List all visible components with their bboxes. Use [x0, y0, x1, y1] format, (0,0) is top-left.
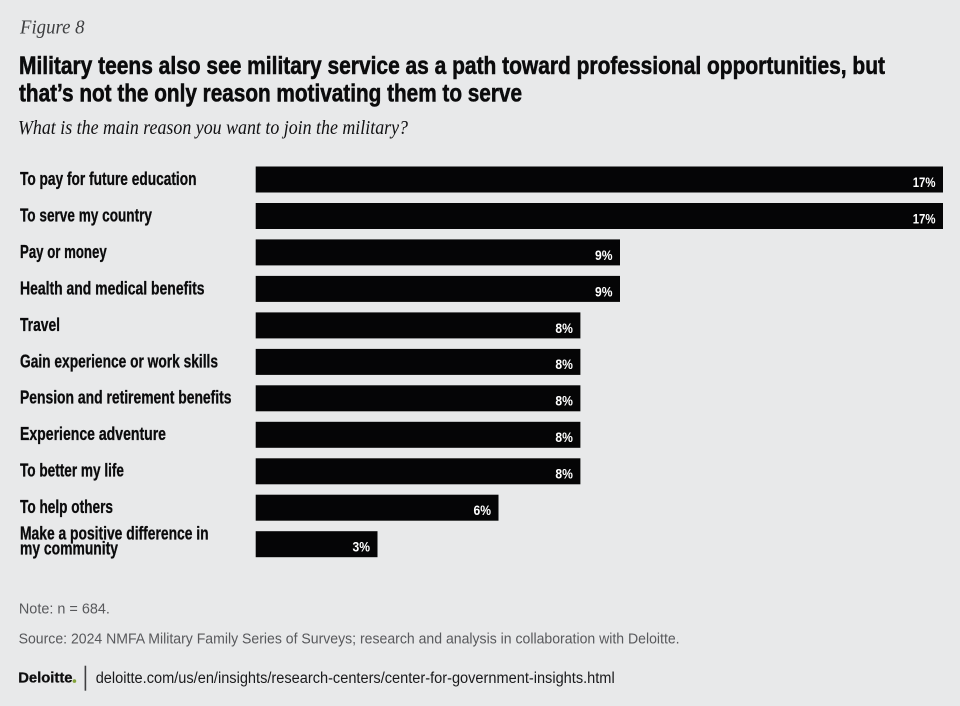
svg-text:8%: 8%	[555, 430, 573, 445]
svg-text:Gain experience or work skills: Gain experience or work skills	[20, 351, 218, 371]
svg-text:Health and medical benefits: Health and medical benefits	[20, 278, 205, 298]
svg-text:Source: 2024 NMFA Military Fam: Source: 2024 NMFA Military Family Series…	[19, 630, 680, 647]
svg-text:To better my life: To better my life	[20, 461, 124, 481]
svg-text:3%: 3%	[353, 540, 371, 555]
svg-text:Pay or money: Pay or money	[20, 242, 107, 262]
svg-text:Note: n = 684.: Note: n = 684.	[19, 600, 110, 617]
svg-text:deloitte.com/us/en/insights/re: deloitte.com/us/en/insights/research-cen…	[96, 670, 615, 687]
svg-text:To serve my country: To serve my country	[20, 205, 152, 225]
svg-text:To pay for future education: To pay for future education	[20, 169, 197, 189]
svg-text:Travel: Travel	[20, 315, 60, 335]
svg-text:Deloitte: Deloitte	[18, 670, 72, 687]
svg-text:Make a positive difference in: Make a positive difference in	[20, 524, 209, 544]
svg-text:17%: 17%	[913, 211, 936, 226]
svg-text:8%: 8%	[555, 357, 573, 372]
svg-text:9%: 9%	[595, 248, 613, 263]
svg-text:17%: 17%	[913, 175, 936, 190]
svg-text:my community: my community	[20, 538, 118, 558]
svg-text:6%: 6%	[474, 503, 492, 518]
svg-text:Pension and retirement benefit: Pension and retirement benefits	[20, 388, 232, 408]
svg-text:8%: 8%	[555, 394, 573, 409]
svg-text:9%: 9%	[595, 284, 613, 299]
svg-text:Experience adventure: Experience adventure	[20, 424, 166, 444]
svg-text:To help others: To help others	[20, 497, 113, 517]
svg-text:8%: 8%	[555, 467, 573, 482]
svg-text:What is the main reason you wa: What is the main reason you want to join…	[18, 118, 408, 139]
svg-text:that’s not the only reason mot: that’s not the only reason motivating th…	[19, 80, 522, 108]
svg-text:Military teens also see milita: Military teens also see military service…	[19, 52, 886, 80]
svg-text:8%: 8%	[555, 321, 573, 336]
svg-text:Figure 8: Figure 8	[19, 18, 85, 39]
